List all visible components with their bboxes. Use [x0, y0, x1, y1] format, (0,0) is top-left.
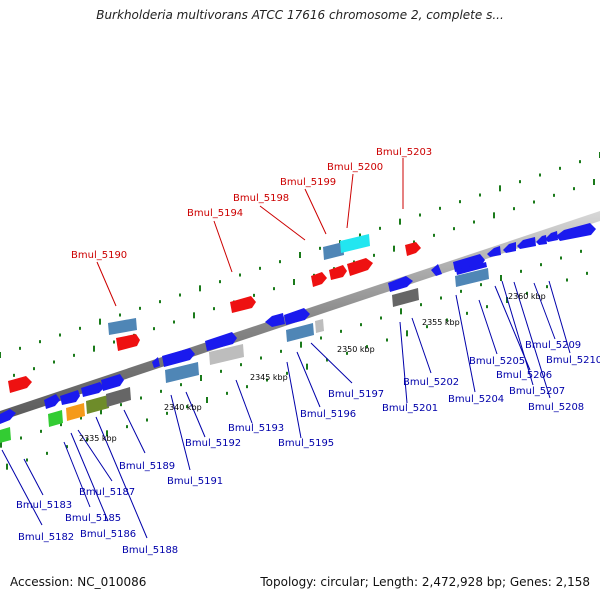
accession-text: Accession: NC_010086	[10, 575, 147, 589]
highlighted-gene-labels: Bmul_5190 Bmul_5194 Bmul_5198 Bmul_5199 …	[71, 147, 432, 261]
gene-labels: Bmul_5182 Bmul_5183 Bmul_5185 Bmul_5186 …	[16, 340, 600, 556]
gene-label-bmul-5201: Bmul_5201	[382, 403, 438, 414]
feature-boxes	[0, 234, 489, 443]
gene-arrow	[405, 242, 421, 256]
scale-label: 2345 kbp	[250, 373, 288, 382]
gene-label-bmul-5202: Bmul_5202	[403, 377, 459, 388]
highlighted-gene-arrows	[8, 242, 421, 393]
gene-label-bmul-5210: Bmul_5210	[546, 355, 600, 366]
gene-label-bmul-5204: Bmul_5204	[448, 394, 504, 405]
gene-label-bmul-5189: Bmul_5189	[119, 461, 175, 472]
gene-label-bmul-5194: Bmul_5194	[187, 208, 243, 219]
gene-label-bmul-5208: Bmul_5208	[528, 402, 584, 413]
gene-label-bmul-5207: Bmul_5207	[509, 386, 565, 397]
gene-label-bmul-5196: Bmul_5196	[300, 409, 356, 420]
gene-label-bmul-5198: Bmul_5198	[233, 193, 289, 204]
gene-label-bmul-5193: Bmul_5193	[228, 423, 284, 434]
gene-label-bmul-5188: Bmul_5188	[122, 545, 178, 556]
scale-labels: 2335 kbp 2340 kbp 2345 kbp 2350 kbp 2355…	[79, 292, 546, 443]
gene-arrow	[347, 258, 373, 276]
gene-arrow	[116, 334, 140, 351]
gene-arrows	[0, 223, 596, 424]
gene-label-bmul-5206: Bmul_5206	[496, 370, 552, 381]
gene-label-bmul-5203: Bmul_5203	[376, 147, 432, 158]
gene-label-bmul-5199: Bmul_5199	[280, 177, 336, 188]
scale-label: 2360 kbp	[508, 292, 546, 301]
gene-label-bmul-5197: Bmul_5197	[328, 389, 384, 400]
gene-label-bmul-5192: Bmul_5192	[185, 438, 241, 449]
gene-arrow	[8, 376, 32, 393]
gene-label-bmul-5187: Bmul_5187	[79, 487, 135, 498]
ruler-ticks	[0, 152, 600, 470]
gene-label-bmul-5205: Bmul_5205	[469, 356, 525, 367]
scale-label: 2340 kbp	[164, 403, 202, 412]
gene-label-bmul-5200: Bmul_5200	[327, 162, 383, 173]
map-title: Burkholderia multivorans ATCC 17616 chro…	[96, 8, 504, 22]
gene-label-bmul-5183: Bmul_5183	[16, 500, 72, 511]
scale-label: 2355 kbp	[422, 318, 460, 327]
gene-label-bmul-5209: Bmul_5209	[525, 340, 581, 351]
gene-label-bmul-5191: Bmul_5191	[167, 476, 223, 487]
scale-label: 2350 kbp	[337, 345, 375, 354]
summary-text: Topology: circular; Length: 2,472,928 bp…	[260, 575, 590, 589]
gene-arrow	[230, 296, 256, 313]
gene-arrow	[311, 272, 327, 287]
gene-label-bmul-5195: Bmul_5195	[278, 438, 334, 449]
gene-label-bmul-5185: Bmul_5185	[65, 513, 121, 524]
gene-label-bmul-5186: Bmul_5186	[80, 529, 136, 540]
gene-label-bmul-5190: Bmul_5190	[71, 250, 127, 261]
gene-arrow	[329, 265, 347, 280]
gene-label-bmul-5182: Bmul_5182	[18, 532, 74, 543]
label-leader-lines	[1, 158, 571, 539]
scale-label: 2335 kbp	[79, 434, 117, 443]
